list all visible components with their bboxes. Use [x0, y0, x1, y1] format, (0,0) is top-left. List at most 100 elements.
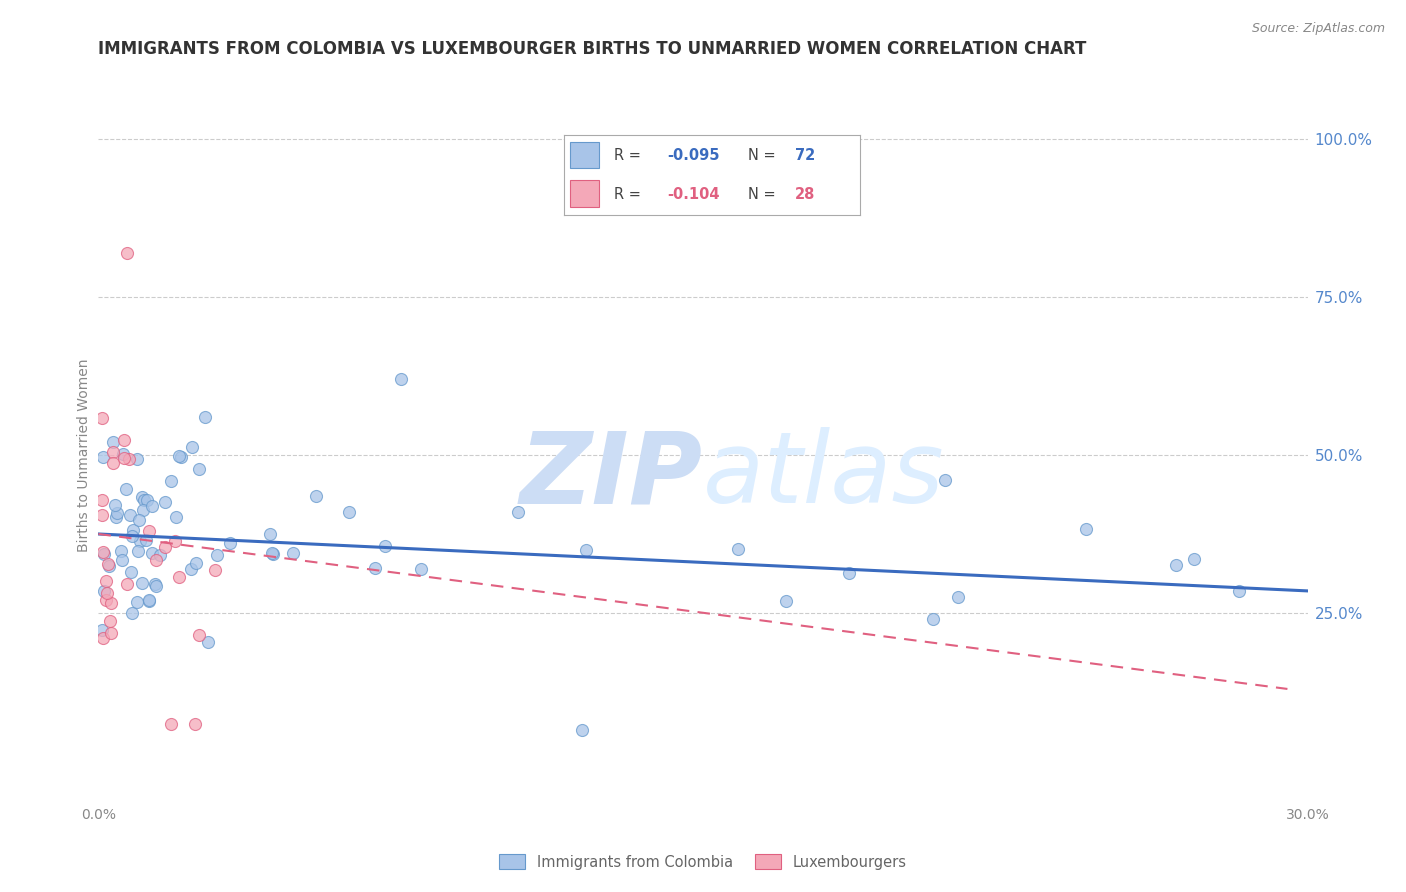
- Point: [145, 553, 167, 567]
- Point: [131, 575, 153, 590]
- Point: [98, 615, 121, 629]
- Point: [111, 553, 134, 567]
- Point: [262, 546, 284, 560]
- Point: [93, 450, 115, 464]
- Point: [129, 534, 152, 549]
- Point: [91, 631, 114, 645]
- Point: [122, 523, 145, 537]
- Point: [169, 570, 191, 584]
- Point: [115, 577, 138, 591]
- Point: [138, 592, 160, 607]
- Point: [125, 452, 148, 467]
- Point: [922, 612, 945, 626]
- Point: [141, 546, 163, 560]
- Point: [141, 499, 163, 513]
- Point: [188, 462, 211, 476]
- Point: [219, 536, 242, 550]
- Text: -0.095: -0.095: [668, 148, 720, 163]
- Point: [127, 544, 149, 558]
- Point: [101, 444, 124, 458]
- Text: R =: R =: [614, 148, 645, 163]
- Point: [160, 474, 183, 488]
- Point: [100, 625, 122, 640]
- Point: [160, 716, 183, 731]
- Point: [128, 513, 150, 527]
- Point: [91, 545, 114, 559]
- Point: [1184, 552, 1206, 566]
- Point: [946, 591, 969, 605]
- Point: [118, 451, 141, 466]
- Point: [153, 495, 176, 509]
- Point: [1076, 522, 1098, 536]
- Point: [165, 509, 187, 524]
- Text: R =: R =: [614, 186, 645, 202]
- Point: [138, 593, 160, 607]
- Point: [149, 549, 172, 563]
- Point: [153, 540, 176, 554]
- Point: [91, 411, 114, 425]
- Point: [91, 493, 114, 508]
- Point: [96, 585, 118, 599]
- Point: [100, 596, 122, 610]
- Point: [205, 548, 228, 562]
- Text: atlas: atlas: [703, 427, 945, 524]
- Point: [1227, 583, 1250, 598]
- Point: [281, 547, 304, 561]
- Point: [112, 447, 135, 461]
- Point: [364, 560, 387, 574]
- Text: ZIP: ZIP: [520, 427, 703, 524]
- Point: [204, 563, 226, 577]
- Point: [188, 628, 211, 642]
- Point: [262, 547, 284, 561]
- Legend: Immigrants from Colombia, Luxembourgers: Immigrants from Colombia, Luxembourgers: [494, 848, 912, 876]
- Point: [186, 556, 208, 570]
- Point: [934, 473, 956, 487]
- Point: [112, 451, 135, 466]
- Point: [104, 498, 127, 512]
- Point: [138, 524, 160, 538]
- Point: [184, 716, 207, 731]
- Point: [134, 533, 156, 548]
- Point: [194, 410, 217, 425]
- Point: [775, 594, 797, 608]
- Point: [411, 562, 433, 576]
- Point: [93, 583, 115, 598]
- Point: [91, 508, 114, 522]
- Point: [506, 505, 529, 519]
- Text: 28: 28: [794, 186, 815, 202]
- Point: [163, 534, 186, 549]
- Point: [93, 547, 115, 561]
- Point: [1164, 558, 1187, 573]
- Point: [134, 493, 156, 508]
- Point: [94, 574, 117, 588]
- Point: [143, 577, 166, 591]
- Point: [118, 508, 141, 523]
- Point: [114, 482, 136, 496]
- Point: [305, 489, 328, 503]
- Point: [107, 506, 129, 520]
- Point: [101, 435, 124, 450]
- Point: [167, 449, 190, 463]
- Y-axis label: Births to Unmarried Women: Births to Unmarried Women: [77, 359, 91, 551]
- Point: [101, 456, 124, 470]
- Point: [145, 579, 167, 593]
- Point: [91, 623, 114, 637]
- Text: N =: N =: [748, 148, 780, 163]
- Point: [110, 544, 132, 558]
- Point: [389, 372, 412, 386]
- Point: [96, 593, 118, 607]
- Point: [838, 566, 860, 581]
- Point: [337, 504, 360, 518]
- Point: [180, 562, 202, 576]
- Text: -0.104: -0.104: [668, 186, 720, 202]
- Point: [121, 529, 143, 543]
- Point: [97, 559, 120, 574]
- Text: IMMIGRANTS FROM COLOMBIA VS LUXEMBOURGER BIRTHS TO UNMARRIED WOMEN CORRELATION C: IMMIGRANTS FROM COLOMBIA VS LUXEMBOURGER…: [98, 40, 1087, 58]
- Point: [374, 539, 396, 553]
- Point: [132, 503, 155, 517]
- Point: [575, 543, 598, 558]
- Point: [112, 434, 135, 448]
- Point: [197, 634, 219, 648]
- Point: [571, 723, 593, 737]
- Point: [127, 595, 149, 609]
